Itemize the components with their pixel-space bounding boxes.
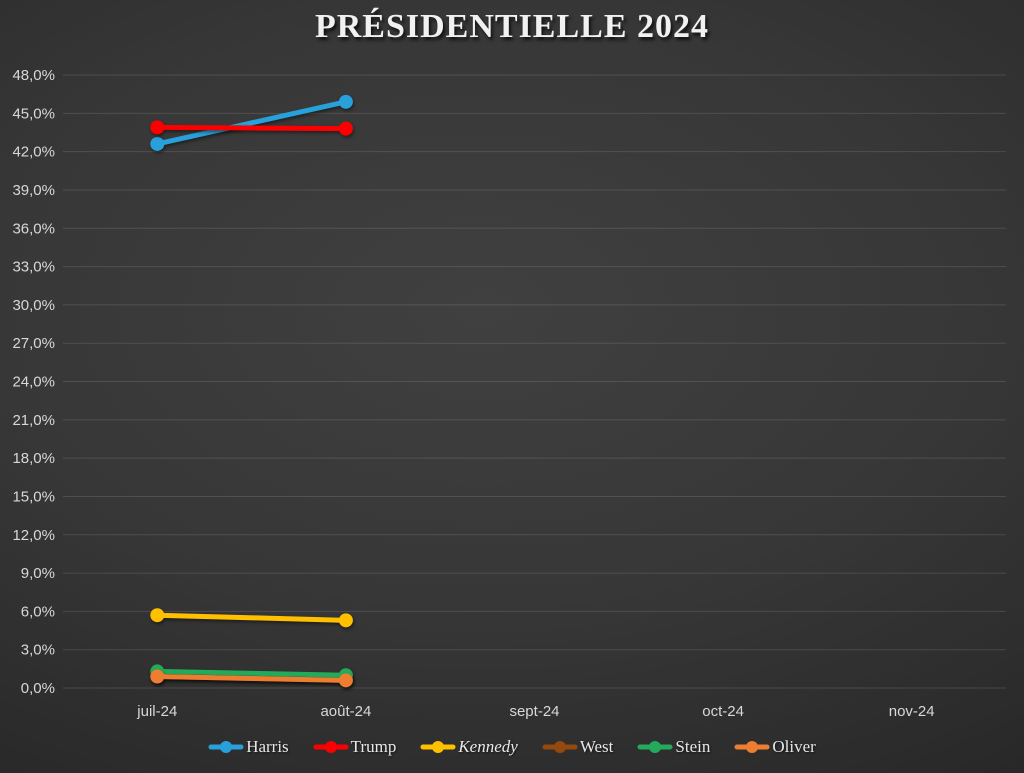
legend-label: Kennedy <box>458 737 518 756</box>
series-trump <box>150 120 353 136</box>
y-tick-label: 45,0% <box>12 105 55 122</box>
series-kennedy <box>150 608 353 628</box>
y-tick-label: 39,0% <box>12 182 55 199</box>
data-point-harris <box>338 94 353 109</box>
x-tick-label: sept-24 <box>509 703 559 720</box>
legend: Harris Trump Kennedy West Stein Oliver <box>0 733 1024 761</box>
legend-item-harris: Harris <box>208 737 289 757</box>
plot-area: 0,0% 3,0% 6,0% 9,0% 12,0% 15,0% 18,0% 21,0% 24,0… <box>12 67 1006 720</box>
y-tick-label: 0,0% <box>21 680 55 697</box>
y-tick-label: 48,0% <box>12 67 55 84</box>
legend-label: West <box>579 737 614 756</box>
legend-item-kennedy: Kennedy <box>420 737 518 757</box>
data-point-harris <box>150 136 165 151</box>
data-point-kennedy <box>150 608 165 623</box>
x-tick-label: août-24 <box>320 703 371 720</box>
y-tick-label: 6,0% <box>21 603 55 620</box>
data-point-oliver <box>150 669 165 684</box>
legend-label: Harris <box>246 737 289 756</box>
series-line-oliver <box>154 674 349 683</box>
y-tick-label: 30,0% <box>12 297 55 314</box>
legend-marker-dot <box>220 741 233 753</box>
data-point-oliver <box>338 673 353 688</box>
series-harris <box>150 94 353 151</box>
y-tick-label: 18,0% <box>12 450 55 467</box>
legend-item-oliver: Oliver <box>734 737 816 757</box>
y-tick-label: 15,0% <box>12 488 55 505</box>
legend-label: Stein <box>675 737 711 756</box>
legend-marker-icon <box>313 741 349 753</box>
chart-title: PRÉSIDENTIELLE 2024 <box>314 8 710 45</box>
y-tick-label: 27,0% <box>12 335 55 352</box>
x-tick-label: juil-24 <box>136 703 177 720</box>
y-tick-label: 24,0% <box>12 374 55 391</box>
legend-marker-dot <box>649 741 662 753</box>
y-tick-label: 3,0% <box>21 642 55 659</box>
y-tick-label: 33,0% <box>12 259 55 276</box>
x-tick-label: nov-24 <box>889 703 935 720</box>
series-oliver <box>150 669 353 688</box>
legend-label: Trump <box>350 737 397 756</box>
legend-label: Oliver <box>772 737 816 756</box>
x-tick-label: oct-24 <box>702 703 744 720</box>
series-line-kennedy <box>154 612 349 623</box>
legend-item-trump: Trump <box>313 737 397 757</box>
legend-item-west: West <box>542 737 614 757</box>
series-line-trump <box>154 124 349 132</box>
legend-marker-icon <box>637 741 673 753</box>
legend-marker-dot <box>432 741 445 753</box>
legend-marker-dot <box>324 741 337 753</box>
legend-marker-dot <box>553 741 566 753</box>
legend-marker-icon <box>734 741 770 753</box>
y-tick-label: 42,0% <box>12 144 55 161</box>
y-tick-label: 21,0% <box>12 412 55 429</box>
legend-marker-icon <box>420 741 456 753</box>
series-line-stein <box>154 668 349 678</box>
data-point-kennedy <box>338 613 353 628</box>
data-point-trump <box>338 121 353 136</box>
y-tick-label: 9,0% <box>21 565 55 582</box>
legend-marker-dot <box>746 741 759 753</box>
legend-marker-icon <box>542 741 578 753</box>
y-tick-label: 36,0% <box>12 220 55 237</box>
legend-marker-icon <box>208 741 244 753</box>
legend-item-stein: Stein <box>637 737 710 757</box>
data-point-trump <box>150 120 165 135</box>
y-tick-label: 12,0% <box>12 527 55 544</box>
series-line-harris <box>154 99 349 147</box>
